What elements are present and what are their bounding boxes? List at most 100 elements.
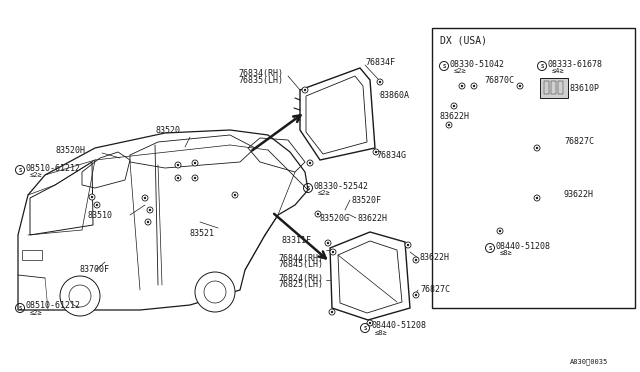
Text: 76825(LH): 76825(LH) <box>278 280 323 289</box>
Circle shape <box>473 85 475 87</box>
Circle shape <box>192 160 198 166</box>
Text: S: S <box>488 246 492 250</box>
Circle shape <box>177 164 179 166</box>
Text: 83510: 83510 <box>88 211 113 219</box>
Text: 83311F: 83311F <box>282 235 312 244</box>
Circle shape <box>234 194 236 196</box>
Text: 76844(RH): 76844(RH) <box>278 253 323 263</box>
Text: ≲8≳: ≲8≳ <box>500 250 513 256</box>
Circle shape <box>145 219 151 225</box>
Circle shape <box>379 81 381 83</box>
Circle shape <box>309 162 311 164</box>
Circle shape <box>459 83 465 89</box>
Circle shape <box>307 160 313 166</box>
Text: S: S <box>442 64 445 68</box>
Circle shape <box>377 79 383 85</box>
Circle shape <box>536 147 538 149</box>
Text: 08333-61678: 08333-61678 <box>548 60 603 68</box>
Text: 76870C: 76870C <box>484 76 514 84</box>
Text: 83520H: 83520H <box>55 145 85 154</box>
Text: ≲2≳: ≲2≳ <box>30 310 43 316</box>
Circle shape <box>195 272 235 312</box>
Text: 93622H: 93622H <box>564 189 594 199</box>
Text: ≲4≳: ≲4≳ <box>552 68 564 74</box>
Circle shape <box>194 162 196 164</box>
Text: 08510-61212: 08510-61212 <box>26 301 81 311</box>
Circle shape <box>60 276 100 316</box>
Text: S: S <box>19 305 22 311</box>
Circle shape <box>461 85 463 87</box>
Text: 83520F: 83520F <box>352 196 382 205</box>
Circle shape <box>331 311 333 313</box>
Text: 08440-51208: 08440-51208 <box>371 321 426 330</box>
Text: S: S <box>364 326 367 330</box>
Circle shape <box>325 240 331 246</box>
Bar <box>540 78 568 98</box>
Circle shape <box>315 211 321 217</box>
Text: 83610P: 83610P <box>570 83 600 93</box>
Text: A8300035: A8300035 <box>570 359 608 365</box>
Circle shape <box>534 195 540 201</box>
Circle shape <box>415 259 417 261</box>
Circle shape <box>536 197 538 199</box>
Bar <box>544 81 549 94</box>
Circle shape <box>317 213 319 215</box>
Text: 76827C: 76827C <box>564 137 594 145</box>
Circle shape <box>405 242 411 248</box>
Text: S: S <box>540 64 543 68</box>
Circle shape <box>497 228 503 234</box>
Text: 83700F: 83700F <box>80 266 110 275</box>
Text: 83622H: 83622H <box>420 253 450 263</box>
Circle shape <box>302 87 308 93</box>
Circle shape <box>327 242 329 244</box>
Text: 83520: 83520 <box>156 125 180 135</box>
Circle shape <box>369 322 371 324</box>
Text: 76834F: 76834F <box>365 58 395 67</box>
Text: S: S <box>19 167 22 173</box>
Circle shape <box>89 194 95 200</box>
Circle shape <box>413 257 419 263</box>
Circle shape <box>407 244 409 246</box>
Circle shape <box>448 124 450 126</box>
Circle shape <box>232 192 238 198</box>
Circle shape <box>517 83 523 89</box>
Text: 76835(LH): 76835(LH) <box>238 76 283 84</box>
Circle shape <box>304 89 306 91</box>
Text: 76834G: 76834G <box>376 151 406 160</box>
Text: 83622H: 83622H <box>440 112 470 121</box>
Bar <box>432 28 635 308</box>
Circle shape <box>175 162 181 168</box>
Text: 08440-51208: 08440-51208 <box>496 241 551 250</box>
Text: S: S <box>307 186 310 190</box>
Text: 76827C: 76827C <box>420 285 450 295</box>
Circle shape <box>415 294 417 296</box>
Text: 08330-51042: 08330-51042 <box>450 60 505 68</box>
Circle shape <box>375 151 377 153</box>
Circle shape <box>471 83 477 89</box>
Circle shape <box>367 320 373 326</box>
Text: DX (USA): DX (USA) <box>440 35 487 45</box>
Circle shape <box>147 221 149 223</box>
Circle shape <box>96 204 98 206</box>
Text: 83622H: 83622H <box>358 214 388 222</box>
Circle shape <box>69 285 91 307</box>
Circle shape <box>451 103 457 109</box>
Circle shape <box>332 251 334 253</box>
Circle shape <box>519 85 521 87</box>
Text: 83520G: 83520G <box>320 214 350 222</box>
Text: ≲2≳: ≲2≳ <box>30 172 43 178</box>
Circle shape <box>373 149 379 155</box>
Text: ≲8≳: ≲8≳ <box>375 330 388 336</box>
Text: ≲2≳: ≲2≳ <box>318 190 331 196</box>
Text: ≲2≳: ≲2≳ <box>454 68 467 74</box>
Circle shape <box>94 202 100 208</box>
Circle shape <box>149 209 151 211</box>
Circle shape <box>192 175 198 181</box>
Circle shape <box>204 281 226 303</box>
Circle shape <box>175 175 181 181</box>
Circle shape <box>413 292 419 298</box>
Bar <box>22 250 42 260</box>
Circle shape <box>453 105 455 107</box>
Text: 08330-52542: 08330-52542 <box>314 182 369 190</box>
Text: 76824(RH): 76824(RH) <box>278 273 323 282</box>
